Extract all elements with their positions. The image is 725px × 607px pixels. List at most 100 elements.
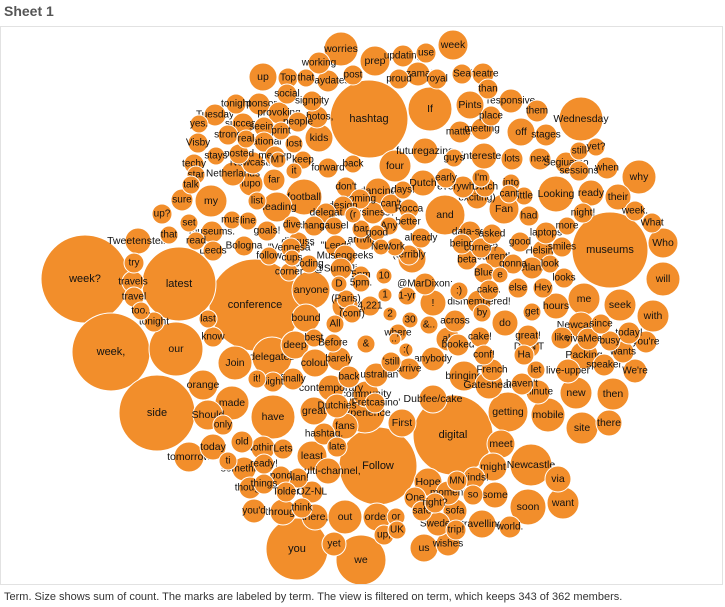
bubble-mark[interactable]: side	[118, 374, 196, 452]
bubble-circle[interactable]	[596, 377, 630, 411]
bubble-circle[interactable]	[411, 137, 439, 165]
bubble-circle[interactable]	[271, 121, 291, 141]
bubble-circle[interactable]	[398, 342, 414, 358]
bubble-circle[interactable]	[299, 254, 319, 274]
bubble-mark[interactable]: early	[435, 167, 457, 189]
bubble-circle[interactable]	[131, 301, 151, 321]
bubble-mark[interactable]: New	[371, 238, 392, 256]
bubble-mark[interactable]: I'm	[471, 168, 491, 188]
bubble-circle[interactable]	[296, 68, 316, 88]
bubble-mark[interactable]: them	[525, 99, 549, 123]
bubble-mark[interactable]: 'still	[380, 351, 402, 373]
bubble-circle[interactable]	[624, 200, 646, 222]
bubble-circle[interactable]	[424, 194, 466, 236]
bubble-mark[interactable]: vivaMeets	[565, 327, 611, 351]
bubble-mark[interactable]: Tolder	[272, 481, 300, 503]
bubble-circle[interactable]	[301, 90, 323, 112]
bubble-circle[interactable]	[424, 492, 446, 514]
bubble-mark[interactable]: MN	[446, 470, 468, 492]
bubble-mark[interactable]: week?	[40, 234, 130, 324]
bubble-circle[interactable]	[518, 205, 540, 227]
bubble-mark[interactable]: gonna	[499, 253, 527, 275]
bubble-circle[interactable]	[534, 123, 558, 147]
bubble-mark[interactable]: hashtag.	[305, 422, 343, 446]
bubble-mark[interactable]: orange	[187, 369, 220, 401]
bubble-circle[interactable]	[491, 309, 519, 337]
bubble-circle[interactable]	[471, 168, 491, 188]
bubble-mark[interactable]: ready	[577, 179, 605, 207]
bubble-mark[interactable]: people	[283, 111, 313, 133]
bubble-mark[interactable]: booked	[442, 333, 475, 357]
bubble-circle[interactable]	[312, 422, 336, 446]
bubble-mark[interactable]: why	[621, 159, 657, 195]
bubble-mark[interactable]: cant	[499, 184, 519, 204]
bubble-mark[interactable]: Lets	[272, 438, 294, 460]
bubble-mark[interactable]: dive	[282, 215, 302, 235]
bubble-circle[interactable]	[359, 45, 391, 77]
bubble-circle[interactable]	[335, 534, 387, 584]
bubble-mark[interactable]: If	[407, 86, 453, 132]
bubble-mark[interactable]: already	[405, 227, 438, 249]
bubble-circle[interactable]	[599, 330, 621, 352]
bubble-mark[interactable]: read	[186, 231, 206, 251]
bubble-mark[interactable]: by	[472, 303, 492, 323]
bubble-circle[interactable]	[388, 68, 410, 90]
bubble-circle[interactable]	[413, 272, 437, 296]
bubble-mark[interactable]: conf!	[473, 344, 495, 366]
bubble-mark[interactable]: looks	[552, 267, 576, 289]
bubble-mark[interactable]: will	[645, 261, 681, 297]
bubble-circle[interactable]	[470, 237, 492, 259]
bubble-mark[interactable]: sure	[170, 188, 194, 212]
bubble-mark[interactable]: place	[479, 105, 503, 127]
bubble-mark[interactable]: let	[526, 360, 546, 380]
bubble-mark[interactable]: tonight	[221, 93, 251, 115]
bubble-mark[interactable]: &..	[419, 315, 439, 335]
bubble-circle[interactable]	[592, 353, 616, 377]
bubble-mark[interactable]: it!	[247, 369, 267, 389]
bubble-mark[interactable]: kids	[304, 123, 334, 153]
bubble-mark[interactable]: might	[478, 452, 508, 482]
bubble-mark[interactable]: We're	[622, 358, 648, 384]
bubble-mark[interactable]: travelling	[461, 509, 503, 539]
bubble-mark[interactable]: change	[298, 215, 331, 237]
bubble-circle[interactable]	[647, 227, 679, 259]
bubble-mark[interactable]: Australian	[354, 362, 398, 388]
bubble-mark[interactable]: multi-channel,	[295, 457, 361, 485]
bubble-mark[interactable]: (r	[344, 206, 362, 224]
bubble-circle[interactable]	[443, 309, 467, 333]
bubble-mark[interactable]: list	[247, 191, 267, 211]
bubble-circle[interactable]	[217, 345, 253, 381]
bubble-mark[interactable]: latest	[141, 246, 217, 322]
bubble-mark[interactable]: set	[179, 213, 199, 233]
bubble-mark[interactable]: signpity	[295, 90, 329, 112]
bubble-mark[interactable]: use	[415, 42, 437, 64]
bubble-circle[interactable]	[272, 438, 294, 460]
bubble-mark[interactable]: we	[335, 534, 387, 584]
bubble-circle[interactable]	[603, 288, 637, 322]
bubble-circle[interactable]	[291, 303, 321, 333]
bubble-mark[interactable]: Newcastle	[507, 443, 556, 487]
bubble-circle[interactable]	[551, 236, 573, 258]
bubble-circle[interactable]	[285, 162, 303, 180]
bubble-circle[interactable]	[181, 175, 201, 195]
bubble-mark[interactable]: through	[265, 498, 301, 526]
bubble-mark[interactable]: best	[304, 328, 324, 348]
bubble-mark[interactable]: All	[325, 314, 345, 334]
bubble-mark[interactable]: too..	[131, 301, 151, 321]
bubble-circle[interactable]	[532, 277, 554, 299]
bubble-mark[interactable]: sponsor	[241, 92, 277, 116]
bubble-circle[interactable]	[415, 42, 437, 64]
bubble-circle[interactable]	[262, 168, 286, 192]
bubble-mark[interactable]: my	[194, 184, 228, 218]
bubble-circle[interactable]	[540, 254, 560, 274]
bubble-circle[interactable]	[507, 277, 529, 299]
bubble-circle[interactable]	[342, 64, 364, 86]
bubble-circle[interactable]	[148, 321, 204, 377]
bubble-circle[interactable]	[550, 326, 574, 350]
bubble-circle[interactable]	[498, 88, 524, 114]
bubble-circle[interactable]	[455, 90, 485, 120]
bubble-circle[interactable]	[502, 253, 524, 275]
bubble-mark[interactable]: late	[326, 436, 348, 458]
bubble-mark[interactable]: think	[291, 497, 314, 519]
bubble-circle[interactable]	[323, 333, 343, 353]
